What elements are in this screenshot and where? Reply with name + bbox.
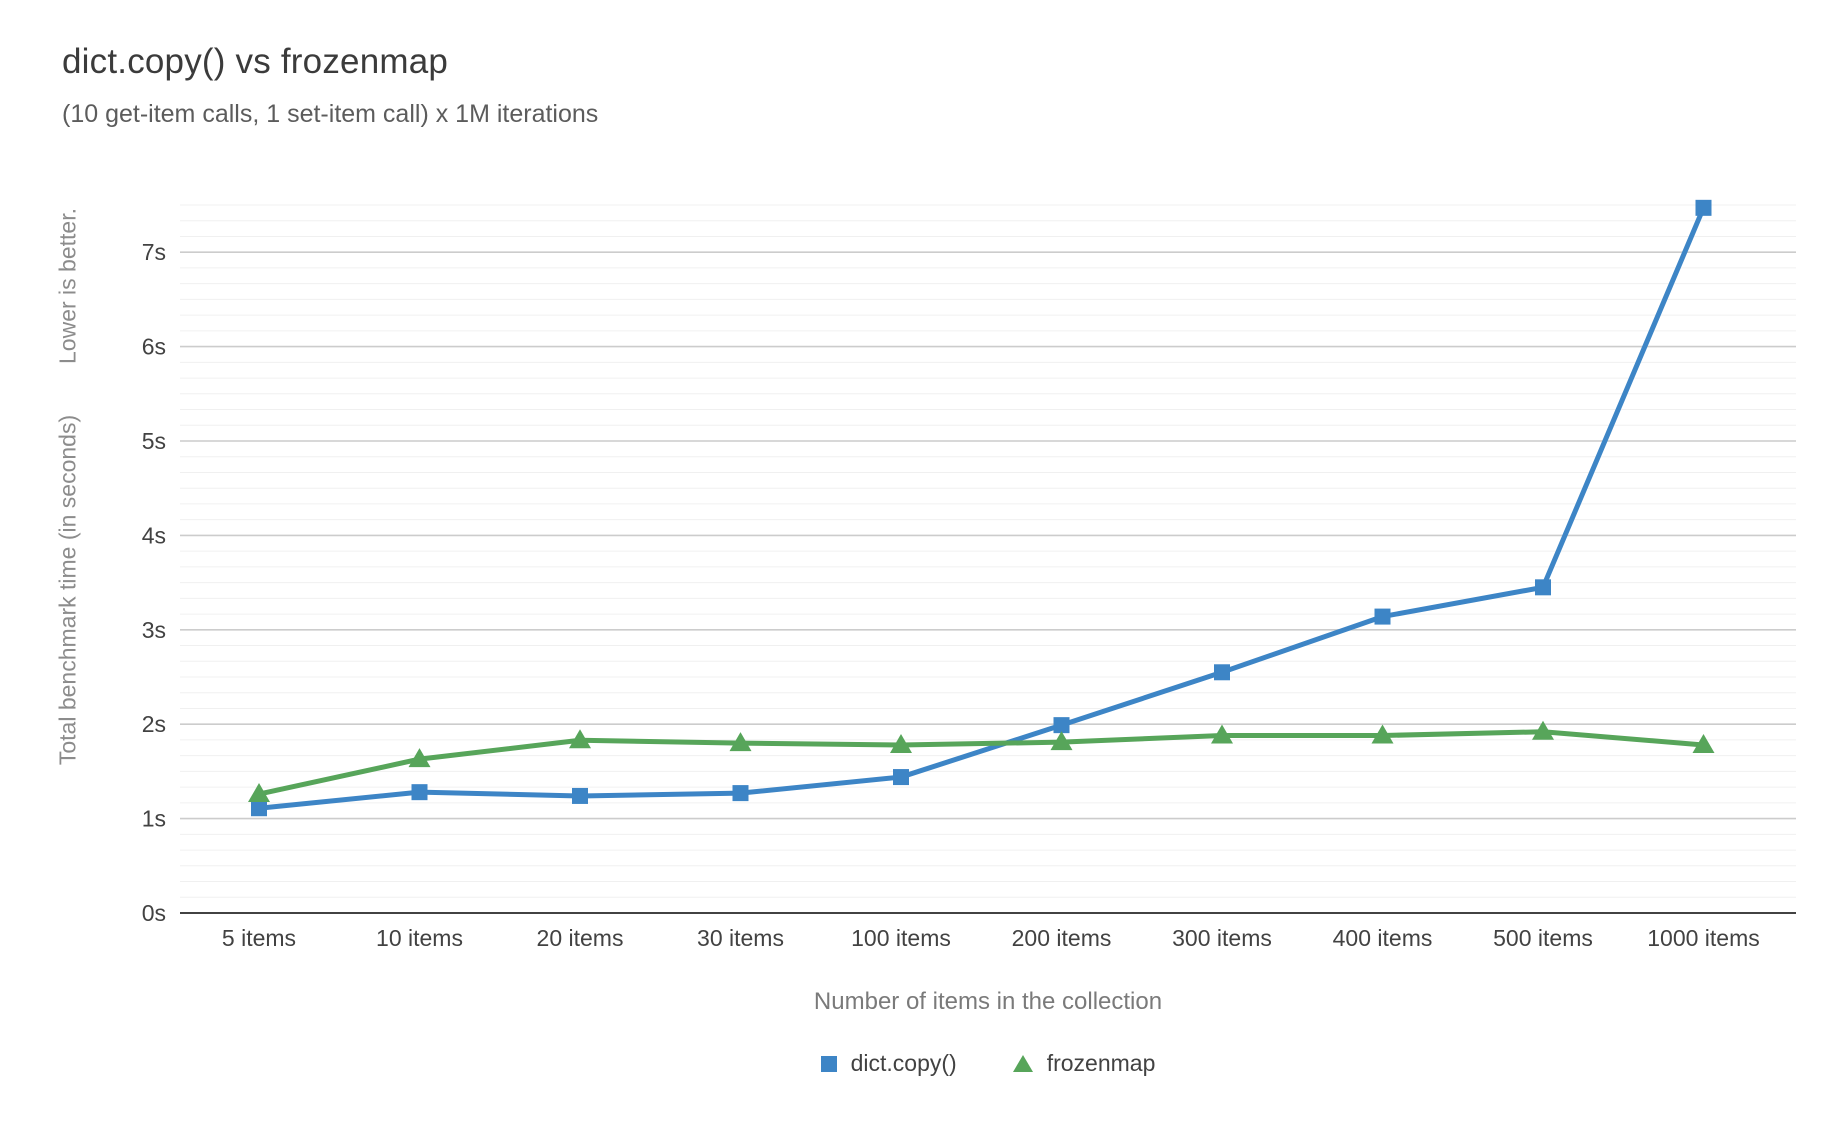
data-point-triangle: [248, 783, 270, 803]
legend-triangle-icon: [1012, 1055, 1033, 1072]
y-tick-label: 4s: [142, 522, 166, 548]
data-point-square: [411, 784, 428, 801]
data-point-square: [572, 787, 588, 804]
legend-item-frozenmap: frozenmap: [1012, 1050, 1156, 1077]
data-point-triangle: [1050, 731, 1073, 751]
x-tick-label: 10 items: [376, 925, 463, 951]
chart-legend: dict.copy() frozenmap: [180, 1050, 1796, 1077]
x-tick-label: 300 items: [1172, 925, 1272, 951]
legend-item-dict-copy-: dict.copy(): [820, 1050, 957, 1077]
data-point-square: [1535, 579, 1551, 596]
legend-label: frozenmap: [1046, 1050, 1156, 1076]
data-point-square: [1214, 664, 1230, 681]
x-tick-label: 20 items: [537, 925, 624, 951]
y-tick-label: 7s: [142, 239, 166, 265]
series-line-dict-copy-: [256, 205, 1706, 811]
data-point-triangle: [729, 732, 752, 752]
legend-square-icon: [820, 1055, 837, 1072]
data-point-triangle: [1211, 724, 1233, 744]
y-tick-label: 5s: [142, 428, 166, 454]
y-tick-label: 2s: [142, 711, 166, 737]
data-point-square: [1374, 608, 1391, 625]
data-point-triangle: [408, 748, 431, 768]
series-line-frozenmap: [256, 729, 1706, 797]
y-tick-label: 1s: [142, 806, 166, 832]
data-point-triangle: [1371, 724, 1394, 744]
y-tick-label: 3s: [142, 617, 166, 643]
data-point-square: [732, 785, 749, 802]
data-point-triangle: [1532, 720, 1554, 740]
data-point-square: [251, 800, 267, 817]
x-tick-label: 1000 items: [1647, 925, 1760, 951]
data-point-square: [893, 769, 909, 786]
x-axis-title: Number of items in the collection: [813, 988, 1163, 1015]
x-tick-label: 500 items: [1493, 925, 1593, 951]
data-point-square: [1695, 199, 1712, 216]
legend-label: dict.copy(): [850, 1050, 957, 1076]
x-tick-label: 200 items: [1012, 925, 1112, 951]
data-point-triangle: [890, 733, 912, 753]
y-tick-label: 6s: [142, 334, 166, 360]
x-tick-label: 100 items: [851, 925, 951, 951]
x-tick-label: 5 items: [222, 925, 296, 951]
data-point-triangle: [569, 729, 591, 749]
data-point-triangle: [1692, 733, 1715, 753]
chart-subtitle: (10 get-item calls, 1 set-item call) x 1…: [62, 100, 599, 128]
data-point-square: [1053, 717, 1070, 734]
chart-title: dict.copy() vs frozenmap: [62, 42, 449, 81]
x-tick-label: 30 items: [697, 925, 784, 951]
x-tick-label: 400 items: [1333, 925, 1433, 951]
y-tick-label: 0s: [142, 900, 166, 926]
